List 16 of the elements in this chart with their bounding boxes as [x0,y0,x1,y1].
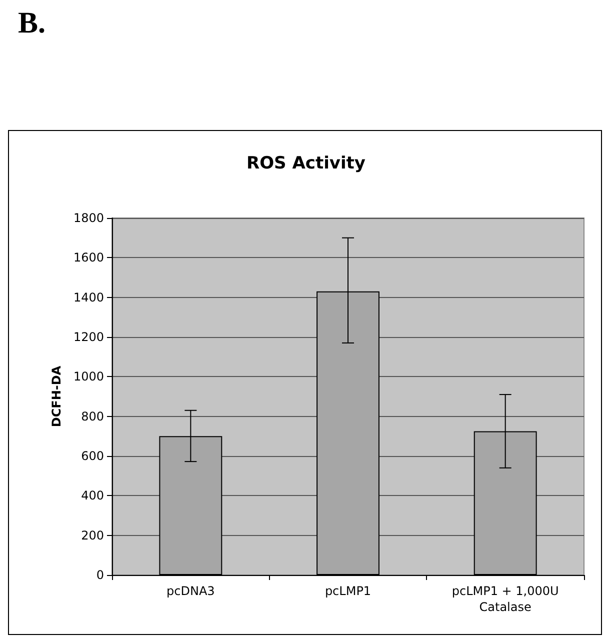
y-tick-label: 1800 [73,211,104,225]
y-tick-label: 1200 [73,330,104,344]
y-tick-label: 600 [81,449,104,463]
chart-title: ROS Activity [246,154,366,174]
y-tick-label: 1400 [73,290,104,304]
y-tick-label: 1000 [73,370,104,384]
x-tick-label: pcLMP1 + 1,000U Catalase [452,584,559,614]
y-tick-label: 200 [81,528,104,542]
y-tick-label: 1600 [73,250,104,265]
y-axis-title: DCFH-DA [50,365,64,428]
y-tick-label: 800 [81,409,104,424]
x-tick-label: pcLMP1 [324,584,372,598]
x-tick-label: pcDNA3 [166,584,215,598]
y-tick-label: 400 [81,488,104,503]
text: B. [18,6,46,40]
y-tick-label: 0 [96,568,104,582]
